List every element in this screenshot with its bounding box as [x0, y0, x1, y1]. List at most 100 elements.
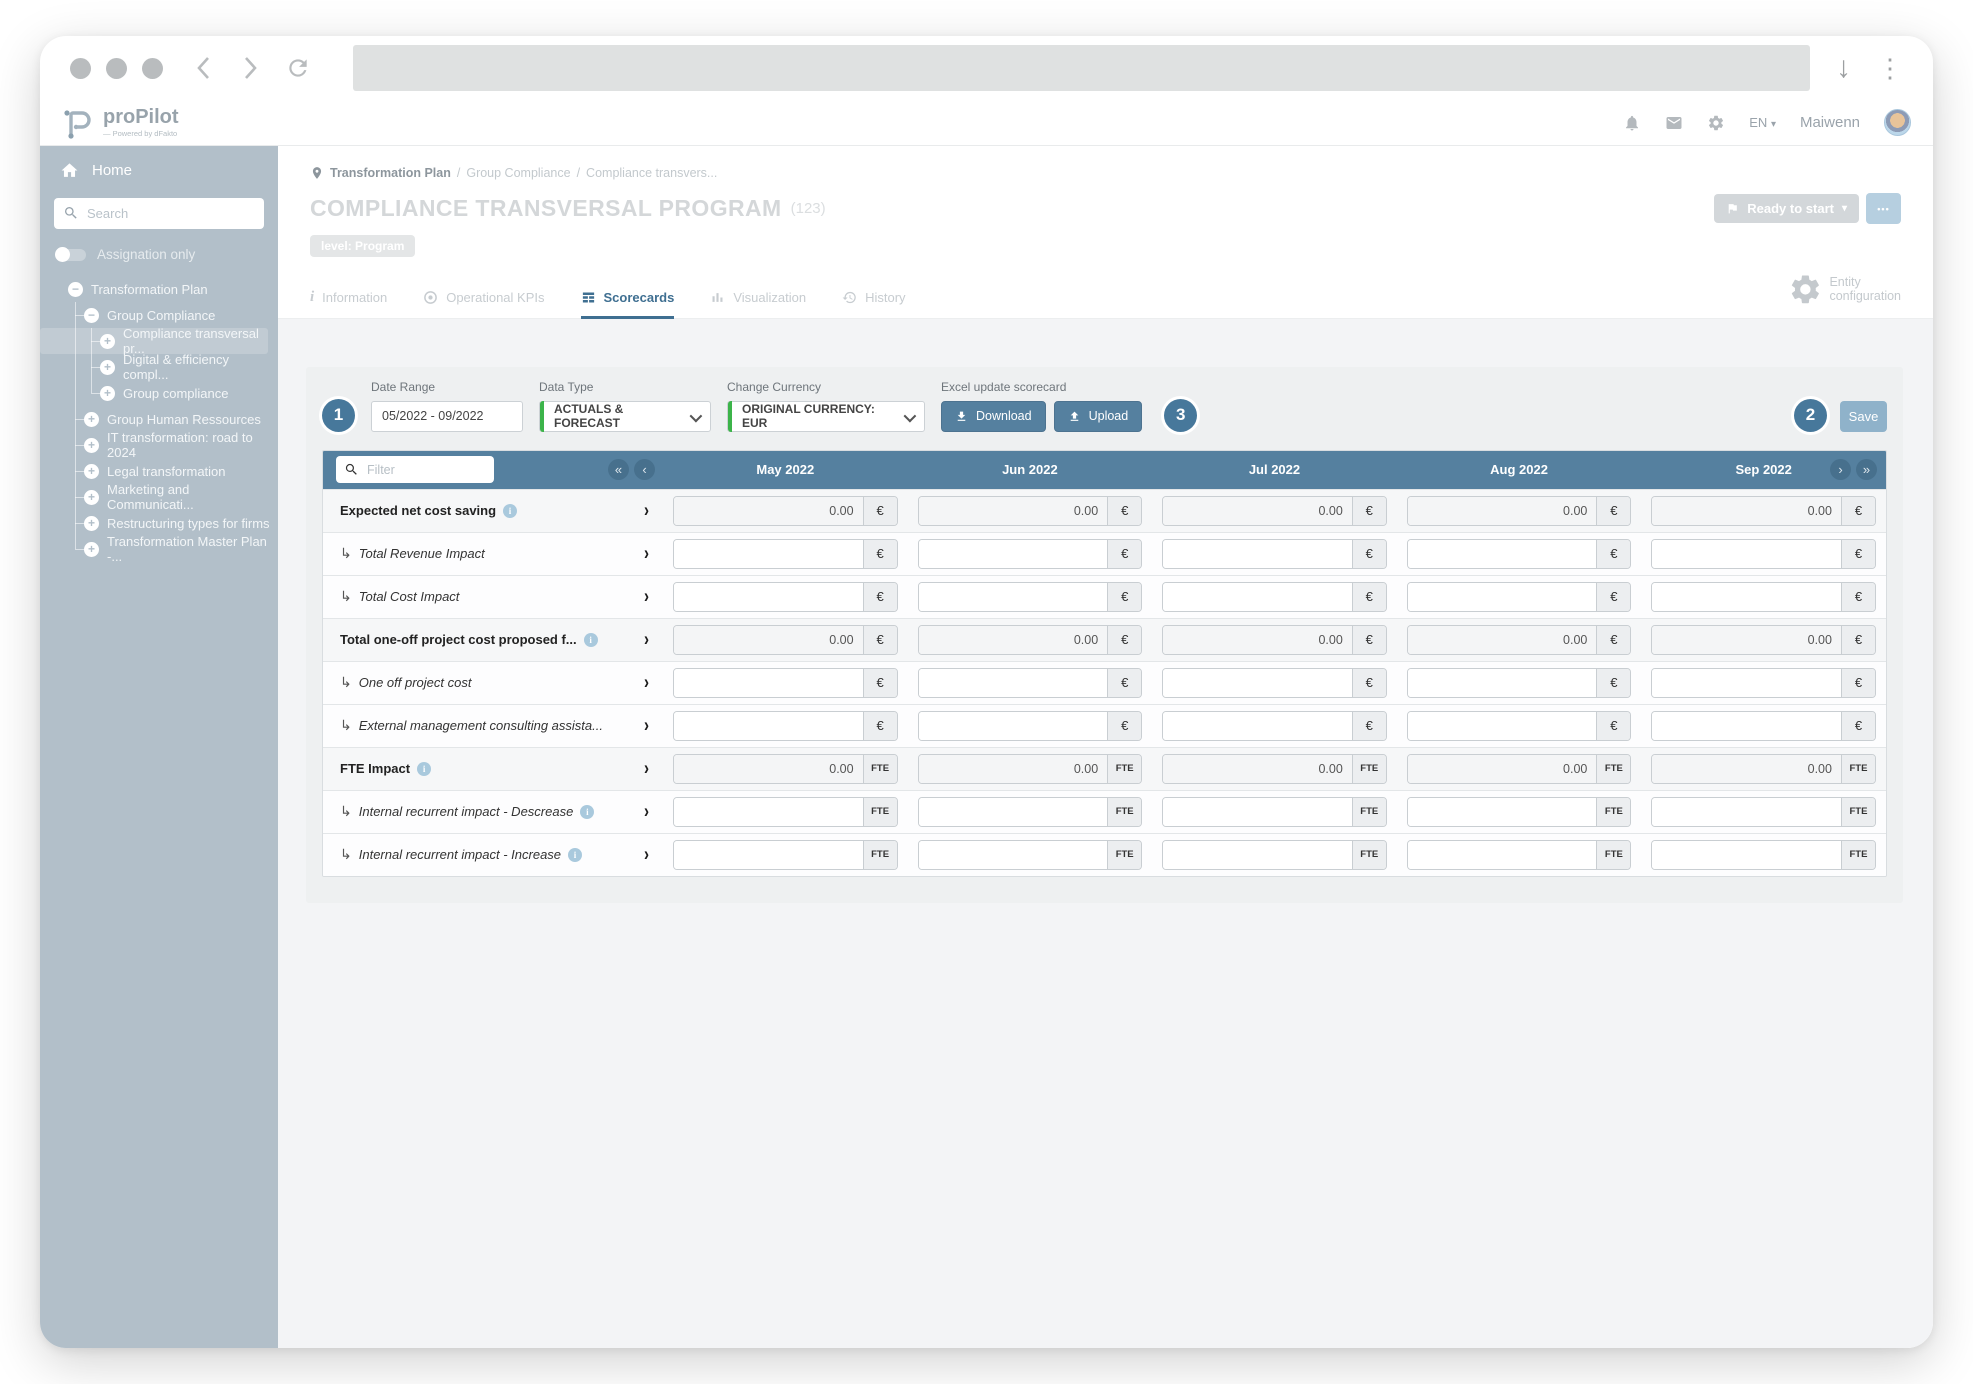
value-input[interactable] [674, 582, 863, 611]
propilot-logo[interactable]: proPilot — Powered by dFakto [62, 106, 179, 140]
value-input[interactable] [918, 840, 1108, 869]
sidebar-item-home[interactable]: Home [40, 146, 278, 192]
browser-menu-icon[interactable]: ⋮ [1877, 53, 1903, 83]
upload-button[interactable]: Upload [1053, 400, 1143, 432]
sidebar-tree-item[interactable]: + Marketing and Communicati... [40, 482, 278, 512]
value-input[interactable] [1652, 496, 1841, 525]
tab-operational-kpis[interactable]: Operational KPIs [423, 290, 545, 319]
tab-visualization[interactable]: Visualization [710, 290, 806, 319]
info-icon[interactable]: i [417, 761, 432, 776]
value-input[interactable] [1407, 754, 1597, 783]
value-input[interactable] [918, 754, 1108, 783]
value-input[interactable] [1652, 754, 1841, 783]
expand-icon[interactable]: + [100, 359, 115, 375]
assignation-toggle[interactable] [55, 246, 86, 262]
expand-row-chevron-icon[interactable]: › [644, 800, 649, 823]
value-input[interactable] [1407, 711, 1597, 740]
value-input[interactable] [1163, 496, 1352, 525]
table-filter-input[interactable] [336, 456, 494, 484]
value-input[interactable] [1652, 840, 1841, 869]
value-input[interactable] [674, 840, 863, 869]
data-type-select[interactable]: ACTUALS & FORECAST [539, 400, 711, 432]
reload-icon[interactable] [285, 55, 311, 81]
user-name[interactable]: Maiwenn [1799, 114, 1860, 131]
forward-icon[interactable] [239, 55, 261, 81]
value-input[interactable] [1163, 840, 1352, 869]
value-input[interactable] [674, 797, 863, 826]
expand-row-chevron-icon[interactable]: › [644, 843, 649, 866]
currency-select[interactable]: ORIGINAL CURRENCY: EUR [727, 400, 925, 432]
value-input[interactable] [918, 582, 1108, 611]
next-page-icon[interactable]: › [1830, 458, 1851, 480]
tab-scorecards[interactable]: Scorecards [580, 290, 675, 319]
sidebar-tree-item[interactable]: − Transformation Plan [40, 276, 278, 302]
expand-icon[interactable]: + [84, 489, 99, 505]
breadcrumb-item[interactable]: Transformation Plan [330, 166, 451, 180]
back-icon[interactable] [193, 55, 215, 81]
collapse-icon[interactable]: − [84, 307, 99, 323]
prev-page-icon[interactable]: ‹ [634, 459, 655, 481]
sidebar-tree-item[interactable]: + IT transformation: road to 2024 [40, 430, 278, 460]
value-input[interactable] [1163, 711, 1352, 740]
value-input[interactable] [1652, 582, 1841, 611]
last-page-icon[interactable]: » [1856, 458, 1877, 480]
expand-row-chevron-icon[interactable]: › [644, 542, 649, 565]
sidebar-tree-item[interactable]: + Group compliance [40, 380, 278, 406]
value-input[interactable] [1652, 625, 1841, 654]
value-input[interactable] [1652, 797, 1841, 826]
value-input[interactable] [918, 668, 1108, 697]
value-input[interactable] [674, 668, 863, 697]
value-input[interactable] [674, 711, 863, 740]
messages-envelope-icon[interactable] [1665, 114, 1683, 132]
value-input[interactable] [1407, 582, 1597, 611]
value-input[interactable] [918, 496, 1108, 525]
sidebar-tree-item[interactable]: + Transformation Master Plan -... [40, 534, 278, 564]
value-input[interactable] [1652, 668, 1841, 697]
value-input[interactable] [1163, 582, 1352, 611]
status-button[interactable]: Ready to start ▾ [1714, 194, 1859, 223]
sidebar-tree-item[interactable]: − Group Compliance [40, 302, 278, 328]
value-input[interactable] [674, 754, 863, 783]
expand-icon[interactable]: + [84, 411, 99, 427]
value-input[interactable] [1163, 797, 1352, 826]
downloads-icon[interactable]: ↓ [1836, 51, 1851, 84]
value-input[interactable] [918, 797, 1108, 826]
value-input[interactable] [1407, 625, 1597, 654]
value-input[interactable] [918, 625, 1108, 654]
window-dot[interactable] [106, 57, 127, 79]
more-actions-button[interactable]: ••• [1866, 193, 1901, 224]
value-input[interactable] [1407, 539, 1597, 568]
avatar[interactable] [1884, 109, 1911, 136]
expand-icon[interactable]: + [100, 385, 115, 401]
collapse-icon[interactable]: − [68, 281, 83, 297]
value-input[interactable] [674, 625, 863, 654]
info-icon[interactable]: i [503, 503, 518, 518]
save-button[interactable]: Save [1840, 400, 1887, 432]
language-selector[interactable]: EN ▾ [1749, 115, 1776, 130]
value-input[interactable] [1163, 539, 1352, 568]
expand-icon[interactable]: + [84, 437, 99, 453]
entity-configuration-button[interactable]: Entity configuration [1788, 272, 1901, 318]
address-bar[interactable] [353, 45, 1810, 91]
expand-icon[interactable]: + [100, 333, 115, 349]
info-icon[interactable]: i [583, 632, 598, 647]
tab-history[interactable]: History [842, 290, 906, 319]
expand-icon[interactable]: + [84, 541, 99, 557]
value-input[interactable] [1652, 711, 1841, 740]
sidebar-tree-item[interactable]: + Group Human Ressources [40, 406, 278, 432]
notifications-bell-icon[interactable] [1623, 114, 1641, 132]
expand-row-chevron-icon[interactable]: › [644, 671, 649, 694]
sidebar-tree-item[interactable]: + Compliance transversal pr... [40, 326, 268, 356]
window-dot[interactable] [142, 57, 163, 79]
value-input[interactable] [1163, 754, 1352, 783]
value-input[interactable] [918, 711, 1108, 740]
expand-icon[interactable]: + [84, 463, 99, 479]
value-input[interactable] [1407, 840, 1597, 869]
sidebar-tree-item[interactable]: + Restructuring types for firms [40, 510, 278, 536]
expand-row-chevron-icon[interactable]: › [644, 499, 649, 522]
value-input[interactable] [674, 496, 863, 525]
expand-icon[interactable]: + [84, 515, 99, 531]
first-page-icon[interactable]: « [608, 459, 629, 481]
value-input[interactable] [1407, 668, 1597, 697]
tab-information[interactable]: i Information [310, 289, 387, 319]
